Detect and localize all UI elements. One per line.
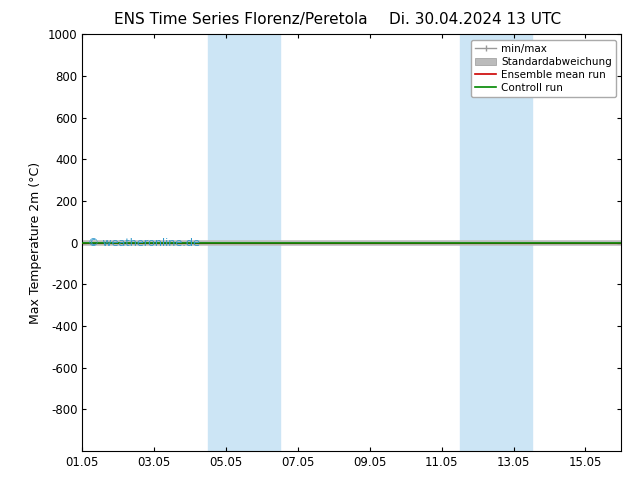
Text: Di. 30.04.2024 13 UTC: Di. 30.04.2024 13 UTC (389, 12, 562, 27)
Bar (460, 34, 531, 451)
Bar (208, 34, 280, 451)
Text: © weatheronline.de: © weatheronline.de (87, 238, 200, 247)
Text: ENS Time Series Florenz/Peretola: ENS Time Series Florenz/Peretola (114, 12, 368, 27)
Legend: min/max, Standardabweichung, Ensemble mean run, Controll run: min/max, Standardabweichung, Ensemble me… (471, 40, 616, 97)
Y-axis label: Max Temperature 2m (°C): Max Temperature 2m (°C) (29, 162, 42, 323)
